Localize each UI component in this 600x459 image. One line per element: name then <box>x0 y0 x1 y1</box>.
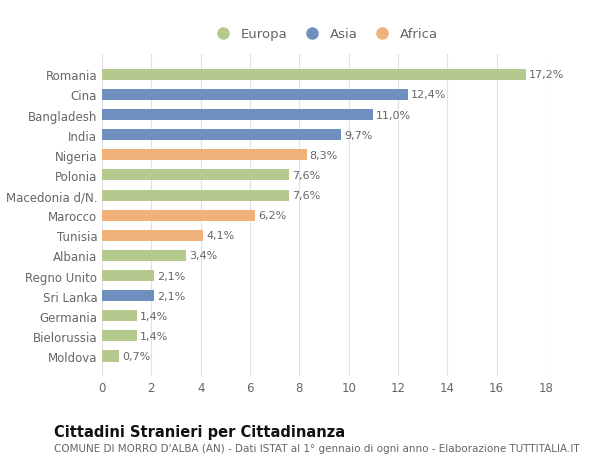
Bar <box>102 170 289 181</box>
Bar <box>102 230 203 241</box>
Bar <box>102 250 186 262</box>
Bar <box>102 70 526 81</box>
Bar <box>102 311 137 322</box>
Text: Cittadini Stranieri per Cittadinanza: Cittadini Stranieri per Cittadinanza <box>54 425 345 440</box>
Text: 0,7%: 0,7% <box>122 351 151 361</box>
Text: 8,3%: 8,3% <box>310 151 338 161</box>
Bar <box>102 150 307 161</box>
Text: 9,7%: 9,7% <box>344 130 373 140</box>
Text: 12,4%: 12,4% <box>411 90 446 100</box>
Text: 7,6%: 7,6% <box>292 171 320 180</box>
Bar <box>102 291 154 302</box>
Text: 7,6%: 7,6% <box>292 190 320 201</box>
Text: COMUNE DI MORRO D'ALBA (AN) - Dati ISTAT al 1° gennaio di ogni anno - Elaborazio: COMUNE DI MORRO D'ALBA (AN) - Dati ISTAT… <box>54 443 580 453</box>
Text: 3,4%: 3,4% <box>189 251 217 261</box>
Bar <box>102 270 154 281</box>
Text: 2,1%: 2,1% <box>157 271 185 281</box>
Bar <box>102 110 373 121</box>
Text: 1,4%: 1,4% <box>139 311 168 321</box>
Text: 2,1%: 2,1% <box>157 291 185 301</box>
Bar <box>102 210 255 221</box>
Bar <box>102 90 408 101</box>
Text: 17,2%: 17,2% <box>529 70 565 80</box>
Legend: Europa, Asia, Africa: Europa, Asia, Africa <box>204 23 444 47</box>
Bar <box>102 190 289 201</box>
Bar <box>102 130 341 141</box>
Bar <box>102 351 119 362</box>
Text: 4,1%: 4,1% <box>206 231 235 241</box>
Text: 6,2%: 6,2% <box>258 211 286 221</box>
Text: 1,4%: 1,4% <box>139 331 168 341</box>
Bar <box>102 330 137 341</box>
Text: 11,0%: 11,0% <box>376 110 412 120</box>
